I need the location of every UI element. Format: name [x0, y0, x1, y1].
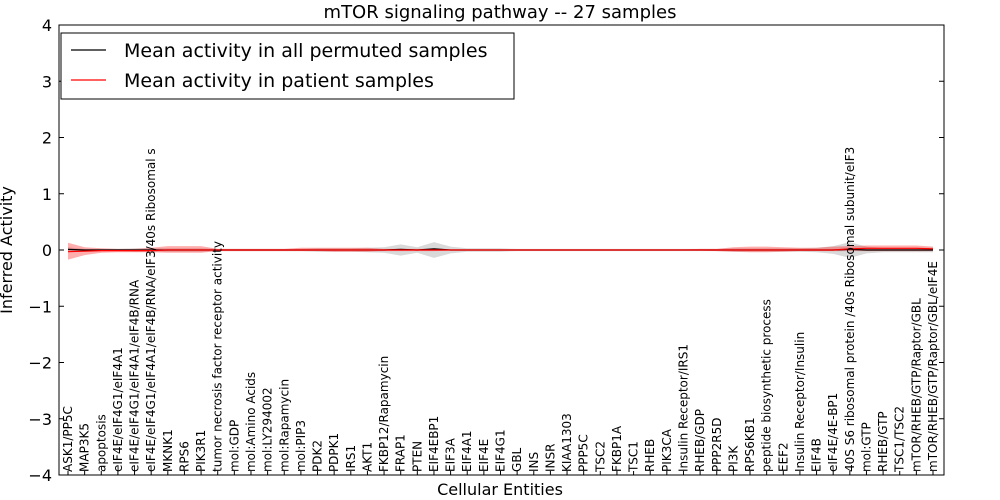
- x-tick-label: mol:PIP3: [294, 420, 308, 472]
- x-tick-label: EIF4E: [477, 439, 491, 472]
- x-tick-label: 40S S6 ribosomal protein /40s Ribosomal …: [843, 147, 857, 472]
- x-tick-label: EIF4G1: [494, 429, 508, 472]
- x-tick-label: MAP3K5: [78, 423, 92, 472]
- x-tick-label: mol:Amino Acids: [244, 372, 258, 472]
- legend-label-permuted: Mean activity in all permuted samples: [124, 40, 487, 62]
- x-tick-label: RPS6: [177, 441, 191, 472]
- x-tick-label: IRS1: [344, 445, 358, 472]
- x-tick-label: eIF4E/eIF4G1/eIF4A1/eIF4B/RNA/eIF3/40s R…: [144, 148, 158, 472]
- x-tick-label: tumor necrosis factor receptor activity: [211, 241, 225, 472]
- x-tick-label: MKNK1: [161, 429, 175, 472]
- x-tick-label: FKBP12/Rapamycin: [377, 356, 391, 472]
- x-tick-label: TSC1: [627, 441, 641, 473]
- x-tick-label: FRAP1: [394, 434, 408, 472]
- x-tick-label: FKBP1A: [610, 425, 624, 472]
- legend-label-patient: Mean activity in patient samples: [124, 70, 434, 92]
- y-tick-label: 4: [42, 16, 52, 35]
- line-patient: [67, 247, 934, 253]
- y-tick-label: −4: [28, 466, 52, 485]
- legend-box: [60, 32, 515, 100]
- y-tick-label: 2: [42, 129, 52, 148]
- x-tick-label: RPS6KB1: [743, 417, 757, 472]
- x-tick-label: EIF4EBP1: [427, 416, 441, 472]
- x-axis-label: Cellular Entities: [437, 480, 563, 499]
- confidence-bands: [68, 242, 933, 260]
- x-tick-label: EIF4B: [810, 438, 824, 472]
- plot-frame: [58, 24, 945, 476]
- x-tick-label: mol:GDP: [227, 420, 241, 472]
- x-tick-label: PDPK1: [327, 433, 341, 472]
- y-tick-label: 1: [42, 185, 52, 204]
- x-tick-label: mol:Rapamycin: [277, 379, 291, 472]
- y-tick-label: −2: [28, 354, 52, 373]
- x-tick-label: apoptosis: [94, 414, 108, 472]
- x-tick-label: EIF4A1: [460, 430, 474, 472]
- x-tick-label: INS: [527, 452, 541, 472]
- x-tick-label: eIF4E/4E-BP1: [826, 393, 840, 472]
- x-tick-label: mTOR/RHEB/GTP/Raptor/GBL/eIF4E: [926, 261, 940, 472]
- x-tick-label: EIF3A: [444, 437, 458, 472]
- x-tick-label: Insulin Receptor/IRS1: [677, 344, 691, 472]
- x-tick-label: INSR: [543, 444, 557, 472]
- x-tick-label: ASK1/PP5C: [61, 406, 75, 472]
- x-tick-label: mol:GTP: [860, 422, 874, 472]
- y-tick-label: −3: [28, 410, 52, 429]
- band-patient: [68, 242, 933, 260]
- x-tick-label: KIAA1303: [560, 413, 574, 472]
- x-tick-label: RHEB: [643, 439, 657, 472]
- x-tick-label: RHEB/GTP: [876, 411, 890, 472]
- y-axis: −4 −3 −2 −1 0 1 2 3 4: [28, 16, 944, 485]
- x-tick-label: RHEB/GDP: [693, 409, 707, 472]
- chart-title: mTOR signaling pathway -- 27 samples: [324, 2, 677, 23]
- legend: Mean activity in all permuted samples Me…: [60, 32, 515, 100]
- x-axis: ASK1/PP5C MAP3K5 apoptosis eIF4E/eIF4G1/eIF…: [61, 147, 940, 475]
- x-tick-label: PIK3CA: [660, 428, 674, 472]
- x-tick-label: mol:LY294002: [261, 387, 275, 472]
- x-tick-label: PTEN: [410, 441, 424, 472]
- y-tick-label: 3: [42, 72, 52, 91]
- x-tick-label: Insulin Receptor/Insulin: [793, 332, 807, 472]
- x-tick-label: PDK2: [311, 440, 325, 472]
- x-tick-label: mTOR/RHEB/GTP/Raptor/GBL: [909, 298, 923, 472]
- x-tick-label: PPP5C: [577, 434, 591, 472]
- x-tick-label: PI3K: [726, 445, 740, 472]
- y-axis-label: Inferred Activity: [0, 186, 16, 314]
- x-tick-label: EEF2: [776, 442, 790, 472]
- series-lines: [67, 247, 934, 253]
- y-tick-label: 0: [42, 241, 52, 260]
- x-tick-label: AKT1: [360, 442, 374, 472]
- x-tick-label: PIK3R1: [194, 430, 208, 472]
- x-tick-label: TSC1/TSC2: [893, 406, 907, 473]
- x-tick-label: GBL: [510, 447, 524, 472]
- x-tick-label: TSC2: [593, 441, 607, 473]
- x-tick-label: eIF4E/eIF4G1/eIF4A1: [111, 347, 125, 472]
- x-tick-label: peptide biosynthetic process: [760, 299, 774, 472]
- x-tick-label: eIF4E/eIF4G1/eIF4A1/eIF4B/RNA: [128, 279, 142, 472]
- x-tick-label: PPP2R5D: [710, 417, 724, 472]
- y-tick-label: −1: [28, 297, 52, 316]
